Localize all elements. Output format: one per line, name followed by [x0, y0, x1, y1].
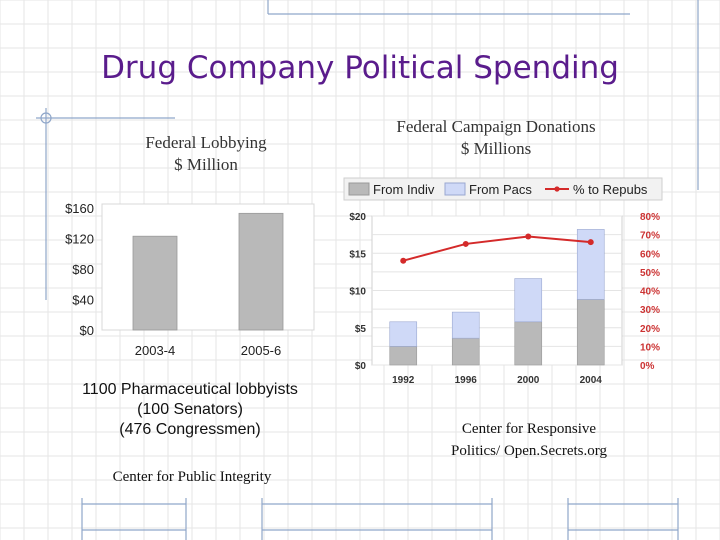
y2-tick-label: 60%	[640, 249, 660, 260]
y-tick-label: $120	[65, 232, 94, 247]
bar-2005-6	[238, 212, 284, 331]
repubs-point-1996	[462, 240, 469, 247]
repubs-line	[402, 235, 591, 262]
y2-tick-label: 80%	[640, 212, 660, 223]
lobbying-bar-chart: $0 $40 $80 $120 $160 2003-4 2005-6	[65, 201, 315, 358]
donations-heading-line-1: Federal Campaign Donations	[396, 117, 596, 136]
donations-heading-line-2: $ Millions	[460, 139, 532, 158]
legend-swatch-pacs	[444, 182, 466, 196]
lobbyists-note-line-2: (100 Senators)	[137, 401, 243, 418]
y-tick-label: $20	[349, 212, 366, 223]
y-tick-label: $15	[349, 249, 366, 260]
y-tick-label: $40	[72, 293, 94, 308]
repubs-point-1992	[400, 257, 407, 264]
legend: From Indiv From Pacs % to Repubs	[343, 177, 663, 201]
x-tick-label: 1992	[392, 375, 415, 386]
donations-heading: Federal Campaign Donations $ Millions	[360, 116, 632, 160]
y2-tick-label: 20%	[640, 324, 660, 335]
slide-title: Drug Company Political Spending	[101, 50, 619, 86]
bar-pacs-1992	[389, 321, 418, 347]
lobbyists-note-line-3: (476 Congressmen)	[119, 421, 261, 438]
y2-tick-label: 0%	[640, 361, 655, 372]
y2-tick-label: 40%	[640, 287, 660, 298]
source-right: Center for Responsive Politics/ Open.Sec…	[400, 418, 658, 462]
y-tick-label: $0	[355, 361, 367, 372]
y-tick-label: $10	[349, 287, 366, 298]
source-right-line-1: Center for Responsive	[461, 421, 597, 437]
legend-label-repubs: % to Repubs	[573, 182, 648, 197]
lobbyists-note: 1100 Pharmaceutical lobbyists (100 Senat…	[52, 380, 328, 440]
x-tick-label: 2003-4	[135, 343, 175, 358]
x-tick-label: 2004	[580, 375, 603, 386]
legend-swatch-indiv	[348, 182, 370, 196]
lobbying-heading-line-2: $ Million	[174, 155, 238, 174]
legend-box	[343, 177, 663, 201]
y-tick-label: $5	[355, 324, 367, 335]
y2-tick-label: 30%	[640, 305, 660, 316]
lobbying-heading-line-1: Federal Lobbying	[145, 133, 267, 152]
source-right-line-2: Politics/ Open.Secrets.org	[451, 443, 607, 459]
source-left: Center for Public Integrity	[112, 469, 272, 485]
donations-combo-chart: From Indiv From Pacs % to Repubs $0 $5 $10 $15…	[343, 177, 663, 386]
y-tick-label: $80	[72, 262, 94, 277]
bar-pacs-2000	[514, 278, 543, 323]
bar-pacs-1996	[451, 311, 480, 339]
bar-2003-4	[132, 235, 178, 331]
y-tick-label: $0	[80, 323, 94, 338]
bar-indiv-1992	[389, 346, 418, 366]
legend-label-indiv: From Indiv	[373, 182, 435, 197]
x-tick-label: 2000	[517, 375, 540, 386]
bar-indiv-2000	[514, 321, 543, 366]
legend-label-pacs: From Pacs	[469, 182, 532, 197]
repubs-point-2000	[525, 233, 532, 240]
y-tick-label: $160	[65, 201, 94, 216]
x-tick-label: 1996	[455, 375, 478, 386]
repubs-point-2004	[587, 239, 594, 246]
y2-tick-label: 70%	[640, 231, 660, 242]
lobbying-heading: Federal Lobbying $ Million	[100, 132, 312, 176]
y2-tick-label: 50%	[640, 268, 660, 279]
bar-indiv-2004	[576, 299, 605, 366]
lobbyists-note-line-1: 1100 Pharmaceutical lobbyists	[82, 381, 298, 398]
bar-indiv-1996	[451, 337, 480, 366]
x-tick-label: 2005-6	[241, 343, 281, 358]
y2-tick-label: 10%	[640, 342, 660, 353]
legend-marker-repubs	[554, 186, 560, 192]
